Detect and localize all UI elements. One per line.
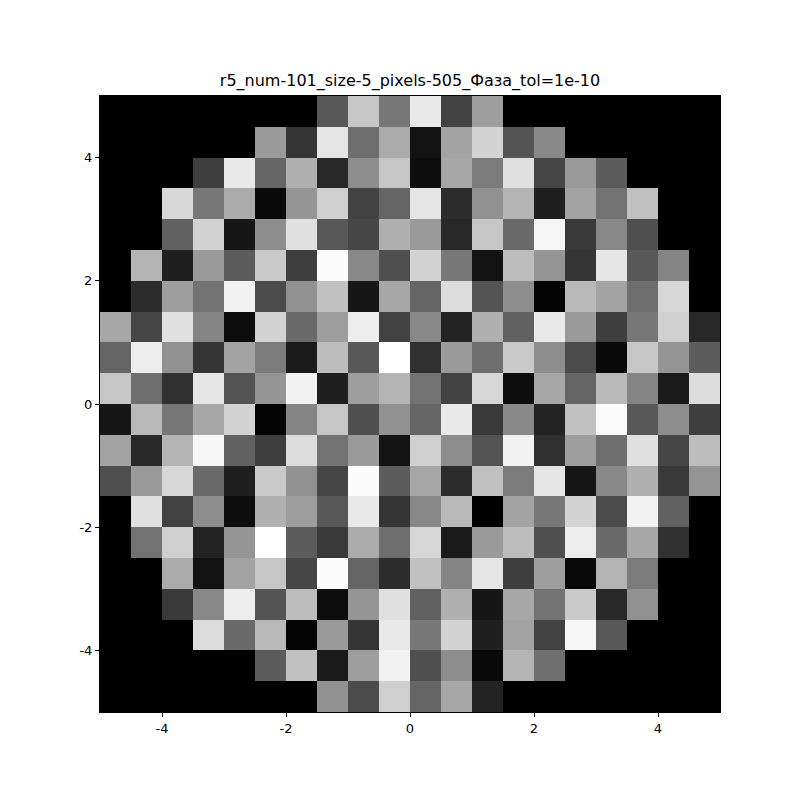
svg-text:r5_num-101_size-5_pixels-505_Ф: r5_num-101_size-5_pixels-505_Фаза_tol=1e… <box>220 71 600 91</box>
svg-text:-4: -4 <box>156 721 169 736</box>
svg-text:-2: -2 <box>280 721 293 736</box>
svg-text:-4: -4 <box>79 643 92 658</box>
svg-text:4: 4 <box>84 150 92 165</box>
svg-text:0: 0 <box>84 397 92 412</box>
svg-text:-2: -2 <box>79 520 92 535</box>
svg-text:2: 2 <box>84 273 92 288</box>
svg-text:2: 2 <box>530 721 538 736</box>
svg-text:0: 0 <box>406 721 414 736</box>
svg-text:4: 4 <box>654 721 662 736</box>
